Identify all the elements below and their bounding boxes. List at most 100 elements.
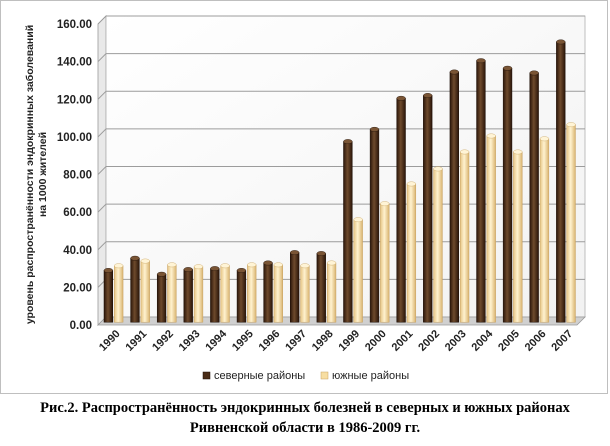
x-tick-label: 2001: [390, 328, 416, 354]
bar-north-cap: [103, 268, 113, 273]
bar-south-cap: [300, 263, 310, 269]
bar-south-cap: [353, 217, 363, 223]
bar-south: [433, 168, 443, 323]
bar-north: [236, 270, 247, 323]
bar-north-cap: [396, 95, 406, 101]
bar-south: [459, 151, 470, 323]
bar-south: [140, 260, 150, 323]
x-tick-label: 1996: [257, 328, 283, 354]
bar-north-cap: [556, 39, 566, 45]
bar-north: [103, 270, 114, 323]
bar-south-cap: [539, 136, 550, 142]
bar-south: [353, 219, 363, 323]
y-tick-label: 100.00: [57, 132, 92, 144]
bar-south-cap: [140, 258, 150, 264]
bar-south-cap: [247, 262, 257, 268]
x-tick-label: 1994: [203, 327, 229, 353]
bar-south: [247, 264, 257, 323]
bar-south-cap: [193, 264, 204, 270]
bar-south: [380, 203, 390, 323]
bar-south: [486, 135, 496, 323]
caption-line-2: Ривненской области в 1986-2009 гг.: [189, 420, 421, 436]
y-tick-label: 40.00: [63, 245, 92, 257]
x-tick-label: 2000: [363, 328, 389, 354]
bar-north-cap: [502, 65, 513, 71]
bar-north-cap: [316, 251, 326, 256]
y-tick-label: 60.00: [63, 207, 92, 219]
legend-label-north: северные районы: [214, 370, 305, 382]
bar-south: [273, 264, 283, 323]
bar-north: [210, 268, 220, 323]
caption-line-1: Рис.2. Распространённость эндокринных бо…: [40, 400, 570, 416]
bar-south: [167, 264, 177, 323]
bar-north-cap: [476, 58, 486, 64]
bar-north: [369, 129, 380, 323]
bar-north: [263, 262, 273, 323]
x-tick-label: 2007: [549, 328, 575, 354]
y-tick-label: 0.00: [70, 320, 92, 332]
bar-north-cap: [369, 126, 380, 132]
bar-north-cap: [183, 267, 193, 272]
bar-south: [193, 266, 204, 323]
bar-south: [114, 265, 124, 323]
x-tick-label: 1991: [124, 328, 150, 354]
y-tick-label: 20.00: [63, 282, 92, 294]
bar-north-cap: [529, 70, 539, 76]
bar-south: [220, 265, 230, 323]
bar-north: [290, 252, 300, 323]
figure-caption: Рис.2. Распространённость эндокринных бо…: [0, 398, 610, 438]
x-tick-label: 1992: [150, 328, 176, 354]
bar-north-cap: [210, 266, 220, 271]
bar-south-cap: [273, 262, 283, 268]
bar-south: [406, 183, 417, 323]
gridline: [97, 15, 585, 25]
x-tick-label: 2006: [523, 328, 549, 354]
bar-north-cap: [236, 268, 247, 273]
bar-south: [300, 265, 310, 323]
bar-north: [396, 98, 406, 323]
legend-swatch-north: [202, 371, 211, 380]
bar-south-cap: [220, 263, 230, 269]
bar-north: [316, 253, 326, 323]
bar-north: [156, 273, 167, 323]
bar-south: [513, 151, 523, 323]
x-tick-label: 2005: [496, 328, 522, 354]
bar-south-cap: [380, 201, 390, 207]
bar-south: [539, 138, 550, 323]
y-tick-label: 160.00: [57, 19, 92, 31]
bar-south-cap: [486, 133, 496, 139]
bar-south: [566, 124, 576, 323]
bar-north: [529, 72, 539, 323]
bar-south-cap: [433, 166, 443, 172]
bar-south-cap: [460, 149, 470, 155]
bar-north-cap: [423, 93, 433, 98]
legend-label-south: южные районы: [332, 370, 409, 382]
bar-north: [556, 41, 566, 323]
gridline: [97, 90, 585, 100]
bar-north: [130, 257, 140, 323]
x-tick-label: 1990: [97, 328, 123, 354]
bar-north-cap: [130, 255, 140, 261]
bar-north: [476, 60, 486, 323]
y-axis-label-line: на 1000 жителей: [37, 132, 49, 217]
bar-north-cap: [263, 260, 273, 266]
x-tick-label: 1999: [336, 328, 362, 354]
bar-north: [183, 269, 193, 323]
x-tick-label: 2004: [470, 327, 496, 353]
bar-north-cap: [290, 250, 300, 255]
y-axis-label-line: уровень распространённости эндокринных з…: [24, 25, 36, 324]
bar-south-cap: [513, 149, 523, 155]
bar-north: [423, 95, 433, 323]
bar-south: [326, 262, 337, 323]
gridline: [97, 53, 585, 62]
x-tick-label: 1998: [310, 328, 336, 354]
legend-swatch-south: [320, 371, 329, 380]
x-tick-label: 1997: [283, 328, 309, 354]
x-tick-label: 2003: [443, 328, 469, 354]
bar-south-cap: [114, 263, 124, 269]
bar-north: [502, 67, 513, 323]
bar-north: [343, 141, 353, 323]
x-tick-label: 1993: [177, 328, 203, 354]
bar-north: [449, 71, 459, 323]
y-tick-label: 80.00: [63, 170, 92, 182]
